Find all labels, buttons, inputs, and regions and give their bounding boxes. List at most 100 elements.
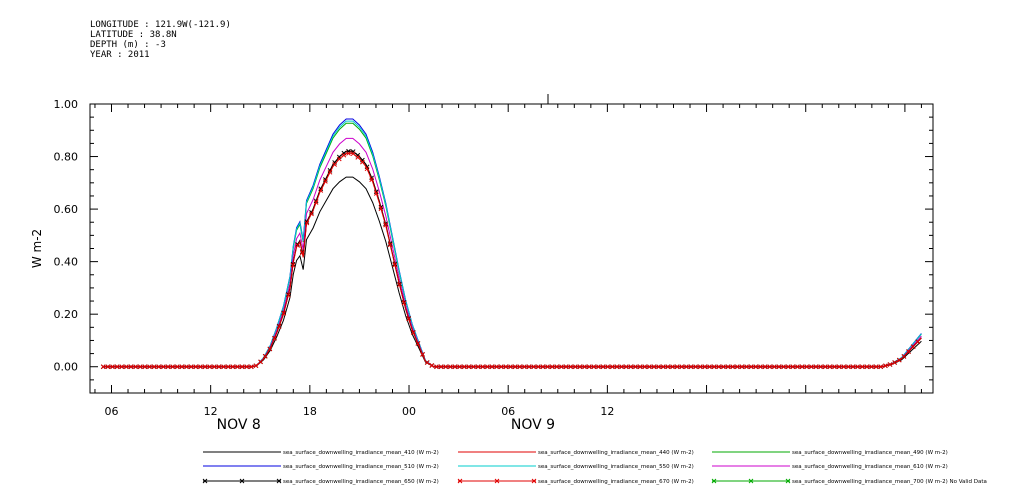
- y-tick-label: 0.60: [54, 203, 79, 216]
- series-marker-7: [179, 364, 185, 370]
- x-tick-label: 06: [104, 405, 118, 418]
- series-marker-7: [410, 330, 416, 336]
- series-marker-7: [656, 364, 661, 370]
- series-marker-7: [707, 364, 712, 370]
- legend-marker-7: [457, 478, 463, 484]
- series-marker-7: [693, 364, 698, 370]
- series-marker-7: [600, 364, 606, 370]
- series-marker-7: [577, 364, 583, 370]
- series-marker-7: [799, 364, 805, 370]
- series-marker-7: [239, 364, 245, 370]
- series-marker-7: [748, 364, 754, 370]
- series-marker-7: [119, 364, 125, 370]
- series-marker-7: [466, 364, 472, 370]
- series-marker-7: [596, 364, 601, 370]
- legend-marker-8: [785, 478, 791, 484]
- series-line-1: [103, 150, 922, 368]
- series-marker-7: [392, 262, 398, 268]
- series-marker-7: [665, 364, 671, 370]
- series-marker-7: [614, 364, 620, 370]
- legend-marker-6: [202, 478, 208, 484]
- series-marker-7: [323, 179, 328, 184]
- series-marker-7: [114, 364, 120, 370]
- x-tick-label: 12: [600, 405, 614, 418]
- series-marker-7: [605, 364, 611, 370]
- series-marker-7: [785, 364, 791, 370]
- y-tick-label: 0.20: [54, 308, 79, 321]
- series-marker-7: [452, 364, 458, 370]
- legend-marker-6: [239, 478, 245, 484]
- series-line-5: [103, 137, 922, 368]
- year-text: YEAR : 2011: [90, 50, 150, 60]
- latitude-text: LATITUDE : 38.8N: [90, 30, 177, 40]
- series-marker-7: [660, 364, 666, 370]
- series-marker-7: [193, 364, 199, 370]
- series-marker-7: [859, 364, 865, 370]
- series-marker-7: [836, 364, 842, 370]
- series-marker-7: [360, 159, 365, 165]
- series-marker-7: [438, 364, 444, 370]
- series-marker-7: [471, 364, 476, 370]
- series-marker-7: [383, 222, 388, 228]
- legend-marker-8: [711, 478, 717, 484]
- series-marker-7: [522, 364, 527, 370]
- series-marker-7: [161, 364, 166, 370]
- series-marker-7: [702, 364, 708, 370]
- series-marker-7: [822, 364, 828, 370]
- series-marker-7: [387, 242, 393, 248]
- series-marker-7: [397, 282, 402, 288]
- series-marker-7: [480, 364, 486, 370]
- series-marker-7: [304, 220, 310, 226]
- series-line-2: [103, 122, 922, 368]
- series-marker-7: [721, 364, 726, 370]
- series-marker-7: [378, 206, 384, 212]
- series-marker-7: [447, 364, 453, 370]
- series-marker-7: [818, 364, 823, 370]
- series-marker-7: [184, 364, 189, 370]
- series-marker-7: [373, 191, 379, 196]
- series-marker-7: [211, 364, 217, 370]
- series-marker-7: [572, 364, 578, 370]
- series-marker-7: [739, 364, 745, 370]
- series-marker-7: [105, 364, 111, 370]
- series-marker-7: [494, 364, 499, 370]
- series-marker-7: [221, 364, 226, 370]
- series-marker-7: [846, 364, 851, 370]
- series-marker-7: [248, 364, 254, 370]
- series-marker-7: [272, 336, 277, 341]
- legend-label-2: sea_surface_downwelling_irradiance_mean_…: [792, 450, 948, 456]
- series-marker-7: [434, 364, 439, 370]
- series-marker-7: [535, 364, 541, 370]
- series-marker-7: [151, 364, 157, 370]
- series-marker-7: [341, 152, 347, 158]
- series-marker-7: [883, 363, 888, 369]
- series-marker-7: [586, 364, 592, 370]
- series-marker-7: [873, 364, 879, 370]
- series-marker-7: [429, 363, 435, 368]
- series-marker-7: [369, 177, 375, 183]
- series-marker-7: [262, 353, 268, 359]
- legend-label-4: sea_surface_downwelling_irradiance_mean_…: [538, 464, 694, 470]
- series-marker-7: [100, 364, 106, 370]
- y-tick-label: 0.40: [54, 256, 79, 269]
- series-marker-7: [781, 364, 786, 370]
- series-marker-7: [457, 364, 462, 370]
- legend-label-1: sea_surface_downwelling_irradiance_mean_…: [538, 450, 694, 456]
- series-marker-7: [753, 364, 759, 370]
- series-marker-7: [767, 364, 773, 370]
- series-marker-7: [619, 364, 624, 370]
- y-axis-label: W m-2: [30, 229, 44, 268]
- series-marker-7: [651, 364, 657, 370]
- series-line-6: [103, 150, 922, 368]
- series-marker-7: [776, 364, 782, 370]
- series-marker-7: [540, 364, 546, 370]
- series-marker-7: [813, 364, 819, 370]
- date-label: NOV 9: [511, 417, 555, 433]
- series-marker-7: [855, 364, 860, 370]
- y-tick-label: 1.00: [54, 98, 79, 111]
- series-marker-7: [688, 364, 694, 370]
- series-marker-7: [628, 364, 634, 370]
- series-marker-7: [910, 344, 916, 350]
- y-tick-label: 0.80: [54, 151, 79, 164]
- legend-label-8: sea_surface_downwelling_irradiance_mean_…: [792, 479, 987, 485]
